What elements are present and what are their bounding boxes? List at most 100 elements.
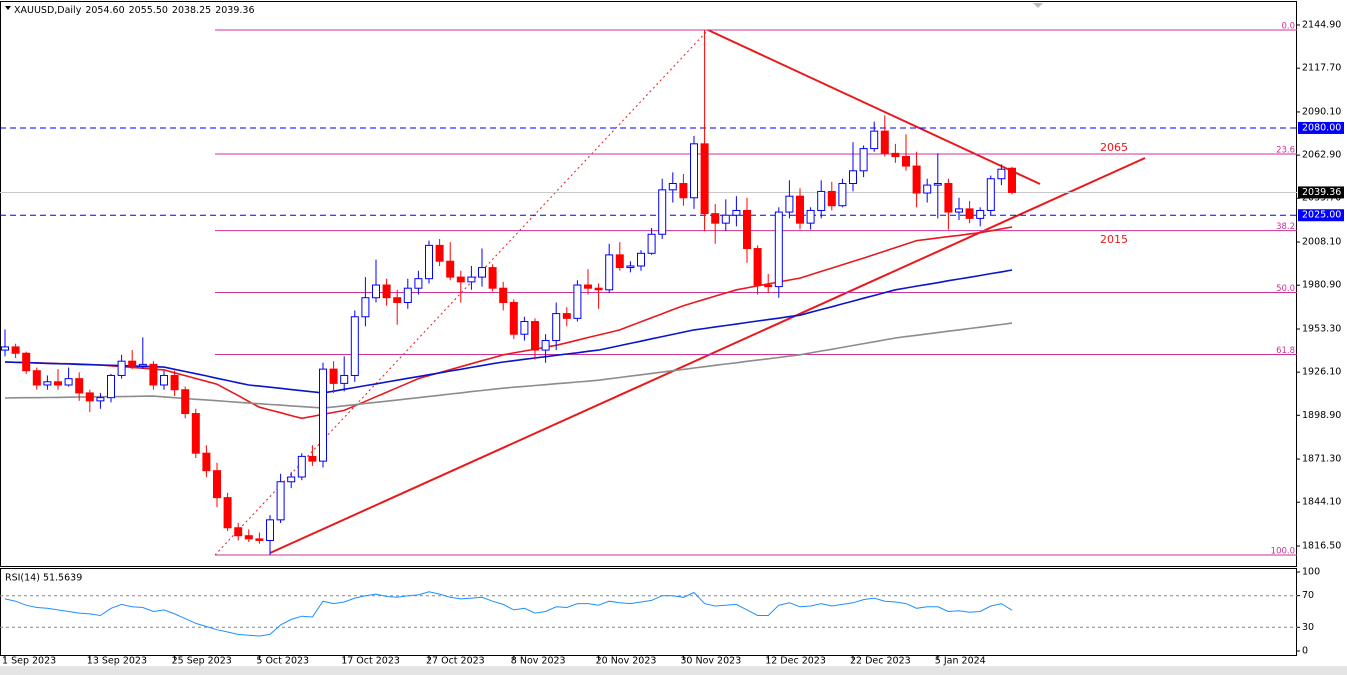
candle-body (43, 381, 52, 386)
candle-body (297, 455, 306, 478)
candle-body (350, 316, 359, 376)
y-tick-label: 1844.10 (1302, 497, 1341, 508)
level-label: 2080.00 (1302, 122, 1341, 133)
candle-body (711, 213, 720, 224)
candle-body (573, 284, 582, 319)
candle-body (859, 148, 868, 172)
open-value: 2054.60 (85, 5, 124, 16)
moving-average (4, 269, 1013, 394)
y-tick-label: 1816.50 (1302, 541, 1341, 552)
candle-body (425, 244, 433, 280)
annotation: 2015 (1100, 233, 1128, 246)
chart-header: XAUUSD,Daily 2054.60 2055.50 2038.25 2039.36 (14, 5, 255, 16)
x-tick-label: 20 Nov 2023 (596, 656, 657, 667)
candle-body (976, 209, 985, 219)
candle-body (955, 208, 963, 213)
candle-body (393, 297, 402, 303)
candle-body (340, 374, 349, 384)
candle-body (849, 170, 857, 184)
candle-body (128, 360, 137, 367)
moving-average (4, 226, 1013, 420)
candle-body (838, 182, 847, 207)
level-box (1298, 209, 1344, 222)
candle-body (181, 389, 190, 415)
candle-body (870, 130, 879, 150)
fib-label: 100.0 (1271, 547, 1295, 557)
y-tick-label: 2008.10 (1302, 237, 1341, 248)
candle-body (637, 252, 645, 267)
candle-body (594, 287, 603, 291)
candle-body (414, 278, 423, 289)
candle-body (647, 233, 656, 254)
y-tick-label: 1926.10 (1302, 367, 1341, 378)
candle-body (668, 182, 677, 191)
x-tick-label: 5 Jan 2024 (935, 656, 986, 667)
y-tick-label: 0 (1302, 646, 1308, 657)
candle-body (85, 392, 94, 402)
candle-body (54, 381, 62, 386)
candle-body (552, 313, 561, 342)
candle-body (933, 182, 942, 186)
candle-body (520, 321, 529, 335)
candle-body (679, 182, 688, 199)
candle-body (774, 211, 783, 288)
y-tick-label: 1953.30 (1302, 323, 1341, 334)
candle-body (170, 374, 179, 391)
candle-body (117, 360, 126, 376)
candle-body (923, 184, 932, 194)
candle-body (202, 452, 211, 472)
close-value: 2039.36 (215, 5, 254, 16)
candle-body (743, 209, 751, 250)
support-trendline (269, 157, 1146, 554)
candle-body (308, 455, 317, 462)
candle-body (499, 287, 508, 303)
candle-body (107, 374, 115, 399)
candle-body (531, 321, 539, 351)
fib-label: 38.2 (1276, 222, 1295, 232)
y-tick-label: 2144.90 (1302, 20, 1341, 31)
candle-body (700, 143, 709, 215)
candle-body (944, 182, 953, 213)
candle-body (690, 143, 698, 199)
candle-body (1, 346, 9, 351)
candle-body (732, 209, 741, 216)
x-tick-label: 22 Dec 2023 (850, 656, 911, 667)
candle-body (223, 497, 232, 529)
candle-body (149, 363, 158, 386)
candle-body (266, 519, 274, 541)
resistance-trendline (707, 29, 1041, 185)
fib-label: 61.8 (1276, 346, 1295, 356)
candle-body (965, 208, 974, 219)
rsi-line (4, 591, 1013, 637)
price-label: 2039.36 (1302, 187, 1341, 198)
moving-average (4, 322, 1013, 409)
fib-label: 23.6 (1276, 145, 1295, 155)
candle-body (1008, 167, 1016, 193)
candle-body (287, 476, 296, 483)
candle-body (276, 481, 285, 521)
y-tick-label: 2090.10 (1302, 106, 1341, 117)
candle-body (986, 178, 995, 211)
rsi-pane (0, 568, 1297, 656)
candle-body (372, 284, 380, 299)
candle-body (721, 214, 730, 224)
x-tick-label: 13 Sep 2023 (87, 656, 147, 667)
candle-body (541, 340, 550, 351)
x-tick-label: 17 Oct 2023 (341, 656, 400, 667)
candle-body (584, 284, 592, 289)
candle-body (403, 287, 412, 303)
y-tick-label: 100 (1302, 567, 1320, 578)
candle-body (435, 244, 444, 262)
fib-label: 0.0 (1281, 22, 1295, 32)
high-value: 2055.50 (129, 5, 168, 16)
candle-body (827, 190, 836, 207)
candle-body (488, 267, 497, 289)
candle-body (446, 260, 455, 278)
candle-body (255, 538, 264, 541)
y-tick-label: 30 (1302, 622, 1314, 633)
candle-body (509, 301, 518, 335)
candle-body (605, 254, 614, 291)
y-tick-label: 70 (1302, 590, 1314, 601)
candle-body (997, 168, 1006, 180)
